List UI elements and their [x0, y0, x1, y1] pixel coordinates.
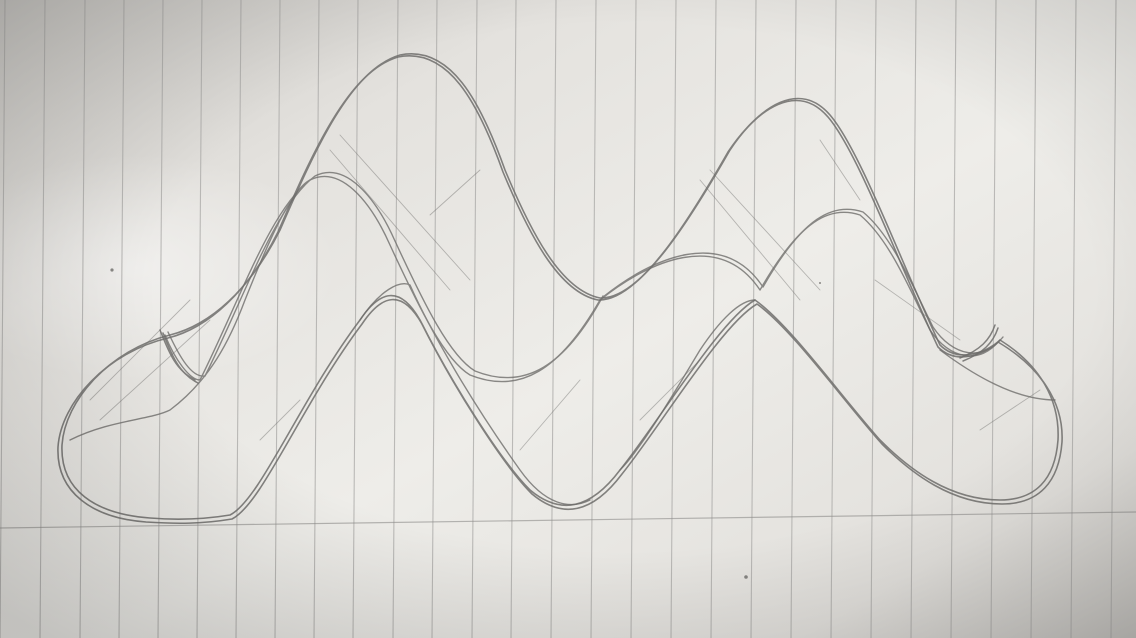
sketch-canvas: [0, 0, 1136, 638]
photo-vignette: [0, 0, 1136, 638]
photo: [0, 0, 1136, 638]
